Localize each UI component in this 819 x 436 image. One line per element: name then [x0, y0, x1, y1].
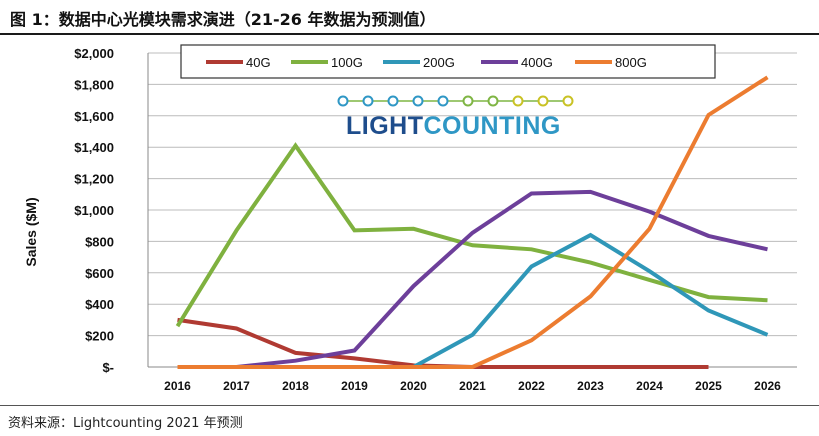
x-axis-ticks: 2016 2017 2018 2019 2020 2021 2022 2023 2024 2025…	[164, 379, 781, 393]
x-tick-label: 2025	[695, 379, 722, 393]
logo-dot	[562, 95, 574, 107]
logo-dot	[412, 95, 424, 107]
legend-box	[180, 44, 716, 79]
sales-line-chart: $- $200 $400 $600 $800 $1,000 $1,200 $1,400 $1,6…	[23, 44, 797, 393]
x-tick-label: 2023	[577, 379, 604, 393]
x-tick-label: 2026	[754, 379, 781, 393]
logo-dot	[537, 95, 549, 107]
series-line-200g	[412, 232, 769, 369]
figure-title: 图 1：数据中心光模块需求演进（21-26 年数据为预测值）	[10, 10, 436, 29]
logo-dots	[337, 95, 574, 107]
y-tick-label: $2,000	[74, 46, 114, 61]
logo-wordmark: LIGHTCOUNTING	[346, 112, 561, 140]
legend: 40G 100G 200G 400G 800G	[180, 44, 716, 79]
x-tick-label: 2020	[400, 379, 427, 393]
y-tick-label: $800	[85, 234, 114, 249]
y-tick-label: $600	[85, 266, 114, 281]
legend-label-400g: 400G	[521, 55, 553, 70]
legend-label-100g: 100G	[331, 55, 363, 70]
y-tick-label: $200	[85, 329, 114, 344]
legend-label-200g: 200G	[423, 55, 455, 70]
y-tick-label: $1,600	[74, 109, 114, 124]
title-rule	[0, 33, 819, 35]
y-tick-label: $400	[85, 297, 114, 312]
x-tick-label: 2021	[459, 379, 486, 393]
logo-light-text: LIGHT	[346, 112, 424, 140]
source-note: 资料来源：Lightcounting 2021 年预测	[8, 416, 243, 431]
series-line-40g	[177, 317, 709, 369]
legend-label-40g: 40G	[246, 55, 271, 70]
x-tick-label: 2016	[164, 379, 191, 393]
series-line-800g	[177, 75, 769, 369]
x-tick-label: 2019	[341, 379, 368, 393]
source-rule	[0, 405, 819, 406]
x-tick-label: 2024	[636, 379, 663, 393]
logo-counting-text: COUNTING	[424, 112, 561, 140]
logo-dot	[487, 95, 499, 107]
y-tick-label: $1,800	[74, 77, 114, 92]
logo-dot	[387, 95, 399, 107]
logo-dot	[337, 95, 349, 107]
y-tick-label: $1,400	[74, 140, 114, 155]
x-tick-label: 2018	[282, 379, 309, 393]
x-tick-label: 2022	[518, 379, 545, 393]
legend-label-800g: 800G	[615, 55, 647, 70]
y-tick-label: $-	[102, 360, 114, 375]
series-lines	[175, 75, 769, 369]
y-tick-label: $1,000	[74, 203, 114, 218]
lightcounting-logo: LIGHTCOUNTING	[337, 95, 574, 140]
y-axis-label: Sales ($M)	[23, 197, 39, 266]
logo-dot	[362, 95, 374, 107]
logo-dot	[437, 95, 449, 107]
series-line-400g	[177, 189, 768, 369]
x-tick-label: 2017	[223, 379, 250, 393]
y-axis-ticks: $- $200 $400 $600 $800 $1,000 $1,200 $1,400 $1,6…	[74, 46, 114, 375]
y-tick-label: $1,200	[74, 172, 114, 187]
logo-dot	[512, 95, 524, 107]
logo-dot	[462, 95, 474, 107]
legend-items: 40G 100G 200G 400G 800G	[206, 55, 647, 70]
